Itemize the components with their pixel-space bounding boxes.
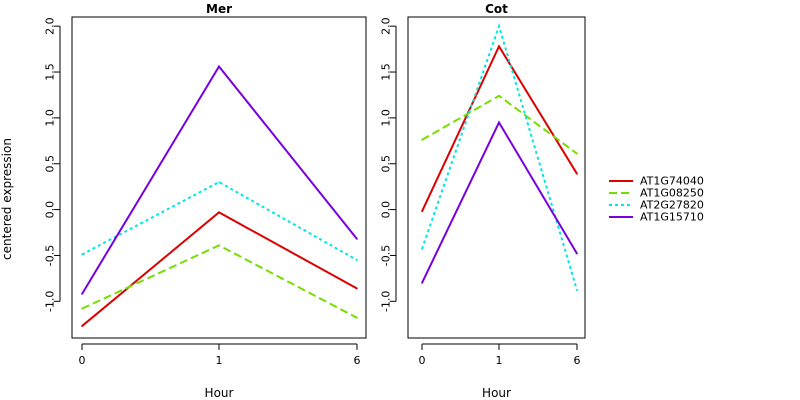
series-line-at1g15710-cot <box>421 120 578 284</box>
y-tick-label-mer: 1.5 <box>44 63 57 81</box>
series-line-at1g15710-mer <box>81 64 358 295</box>
data-point-at1g15710-mer <box>356 238 358 240</box>
panel-title-cot: Cot <box>485 2 508 16</box>
series-line-at1g74040-mer <box>81 211 358 327</box>
y-tick-label-mer: 1.0 <box>44 109 57 127</box>
data-point-at1g74040-cot <box>421 210 423 213</box>
x-tick-label-cot: 1 <box>496 354 503 367</box>
y-tick-label-cot: 1.5 <box>380 63 393 81</box>
legend-label-at2g27820: AT2G27820 <box>640 199 704 212</box>
data-point-at2g27820-mer <box>356 259 358 261</box>
data-point-at2g27820-mer <box>81 253 83 256</box>
y-tick-label-cot: -1.0 <box>380 291 393 312</box>
series-line-at1g74040-cot <box>421 44 578 212</box>
y-axis-label: centered expression <box>0 138 14 260</box>
y-tick-label-mer: 2.0 <box>44 17 57 35</box>
x-tick-label-cot: 0 <box>419 354 426 367</box>
data-point-at1g15710-mer <box>218 65 220 68</box>
data-point-at1g08250-cot <box>421 139 423 141</box>
data-point-at1g15710-mer <box>81 293 83 295</box>
y-tick-label-mer: 0.5 <box>44 155 57 173</box>
data-point-at1g74040-cot <box>498 45 500 48</box>
x-tick-label-mer: 1 <box>216 354 223 367</box>
data-point-at1g08250-cot <box>498 95 500 97</box>
y-tick-label-mer: 0.0 <box>44 201 57 219</box>
y-tick-label-cot: 2.0 <box>380 17 393 35</box>
y-tick-label-cot: -0.5 <box>380 245 393 266</box>
data-point-at1g08250-mer <box>356 317 358 319</box>
series-line-at2g27820-mer <box>81 180 358 261</box>
data-point-at1g15710-cot <box>576 252 578 255</box>
data-point-at2g27820-cot <box>576 289 578 292</box>
x-tick-label-mer: 6 <box>354 354 361 367</box>
series-line-at2g27820-cot <box>421 22 578 291</box>
data-point-at1g74040-cot <box>576 173 578 175</box>
data-point-at1g74040-mer <box>81 325 83 327</box>
legend-label-at1g74040: AT1G74040 <box>640 175 704 188</box>
legend-label-at1g08250: AT1G08250 <box>640 187 704 200</box>
data-point-at1g74040-mer <box>356 287 358 290</box>
data-point-at1g15710-cot <box>498 121 500 124</box>
x-tick-label-mer: 0 <box>79 354 86 367</box>
data-point-at1g08250-mer <box>81 307 83 310</box>
x-axis-label-cot: Hour <box>482 386 511 400</box>
panel-title-mer: Mer <box>206 2 232 16</box>
x-tick-label-cot: 6 <box>574 354 581 367</box>
plot-frame-cot <box>407 16 586 339</box>
y-tick-label-cot: 0.5 <box>380 155 393 173</box>
data-point-at1g74040-mer <box>218 211 220 214</box>
data-point-at1g08250-cot <box>576 152 578 155</box>
y-tick-label-cot: 1.0 <box>380 109 393 127</box>
plot-frame-mer <box>71 16 367 339</box>
data-point-at2g27820-cot <box>498 25 500 27</box>
data-point-at1g08250-mer <box>218 244 220 247</box>
y-tick-label-mer: -0.5 <box>44 245 57 266</box>
x-axis-label-mer: Hour <box>205 386 234 400</box>
data-point-at2g27820-mer <box>218 181 220 183</box>
legend-label-at1g15710: AT1G15710 <box>640 211 704 224</box>
series-line-at1g08250-mer <box>81 244 358 319</box>
y-tick-label-cot: 0.0 <box>380 201 393 219</box>
data-point-at1g15710-cot <box>421 282 423 284</box>
y-tick-label-mer: -1.0 <box>44 291 57 312</box>
data-point-at2g27820-cot <box>421 248 423 250</box>
